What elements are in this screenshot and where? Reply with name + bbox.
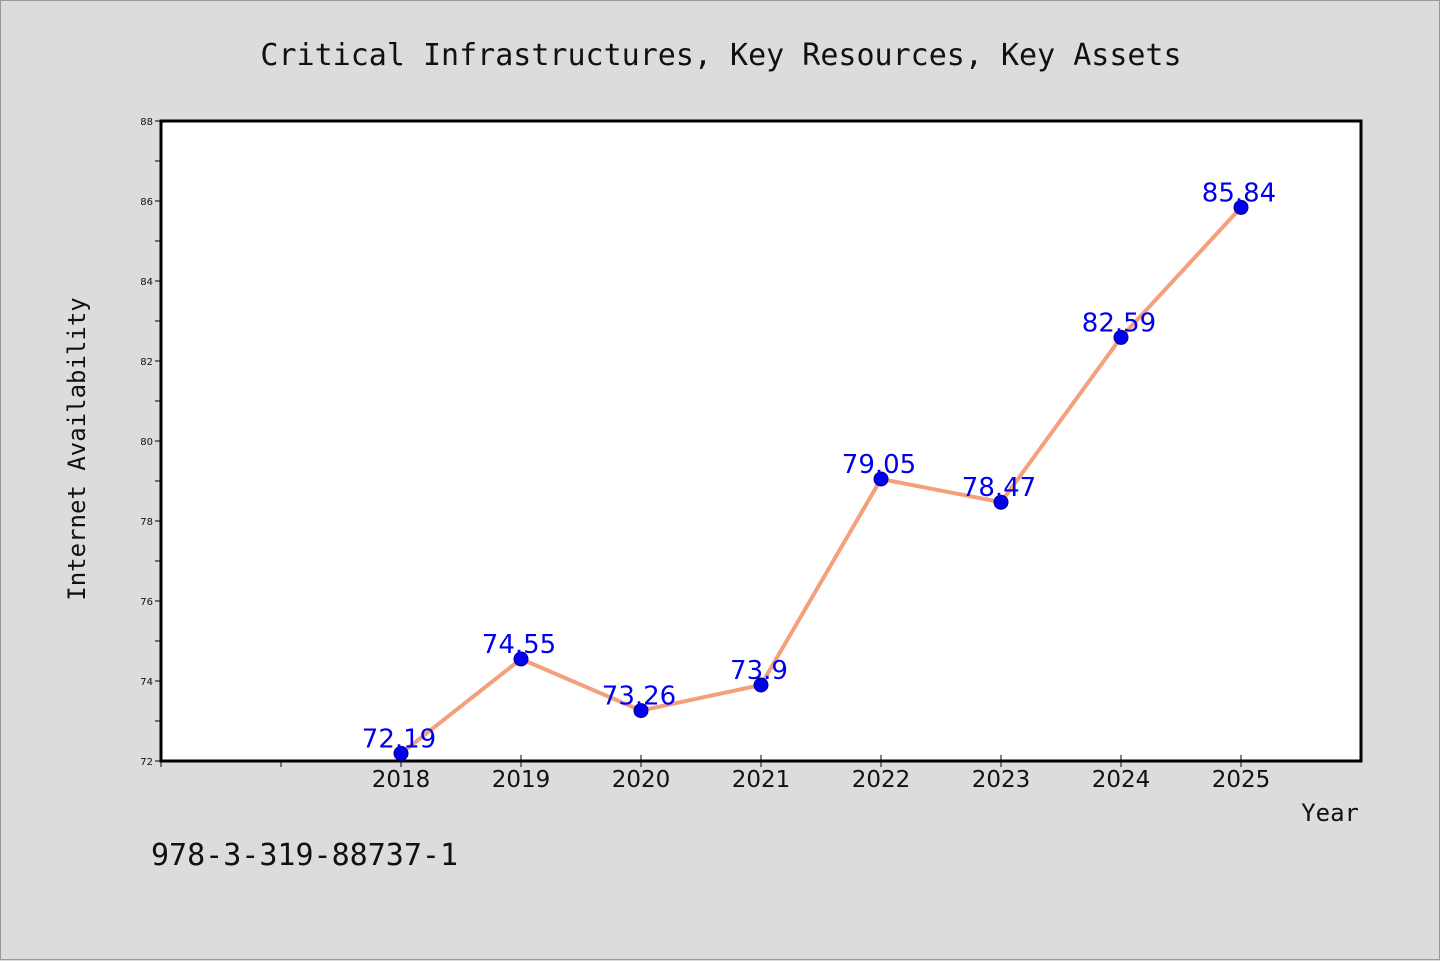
x-tick-label: 2018 [372, 767, 431, 793]
y-tick-label: 76 [140, 597, 153, 608]
y-tick-label: 72 [140, 757, 153, 768]
y-tick-label: 86 [140, 197, 153, 208]
x-tick-label: 2021 [732, 767, 791, 793]
data-point [393, 745, 409, 761]
y-tick-label: 80 [140, 437, 153, 448]
data-point [1113, 329, 1129, 345]
y-axis-label: Internet Availability [63, 297, 91, 600]
x-tick-label: 2019 [492, 767, 551, 793]
y-tick-label: 78 [140, 517, 153, 528]
data-point [753, 677, 769, 693]
x-axis-label: Year [1301, 799, 1359, 827]
data-labels: 72.19 74.55 73.26 73.9 79.05 78.47 82.59 85.84 [362, 178, 1276, 754]
chart-title: Critical Infrastructures, Key Resources,… [260, 38, 1181, 73]
x-tick-label: 2024 [1092, 767, 1151, 793]
series-layer [393, 199, 1249, 761]
data-point [873, 471, 889, 487]
x-tick-label: 2023 [972, 767, 1031, 793]
y-tick-label: 74 [140, 677, 153, 688]
y-tick-label: 88 [140, 117, 153, 128]
data-label: 73.26 [602, 682, 676, 712]
isbn-text: 978-3-319-88737-1 [151, 838, 458, 873]
data-point [993, 494, 1009, 510]
series-line [399, 206, 1243, 755]
x-tick-label: 2022 [852, 767, 911, 793]
y-axis: 72 74 76 78 80 82 84 86 88 [140, 117, 161, 768]
data-label: 82.59 [1082, 308, 1156, 338]
plot-area [159, 119, 1363, 763]
data-label: 74.55 [482, 630, 556, 660]
data-label: 85.84 [1202, 178, 1276, 208]
x-tick-label: 2025 [1212, 767, 1271, 793]
data-label: 73.9 [730, 656, 788, 686]
data-point [1233, 199, 1249, 215]
y-tick-label: 84 [140, 277, 153, 288]
data-point [513, 651, 529, 667]
y-tick-label: 82 [140, 357, 153, 368]
data-label: 79.05 [842, 450, 916, 480]
x-axis: 2018 2019 2020 2021 2022 2023 2024 2025 [160, 755, 1271, 793]
data-point [633, 703, 649, 719]
data-label: 78.47 [962, 473, 1036, 503]
x-tick-label: 2020 [612, 767, 671, 793]
data-label: 72.19 [362, 724, 436, 754]
